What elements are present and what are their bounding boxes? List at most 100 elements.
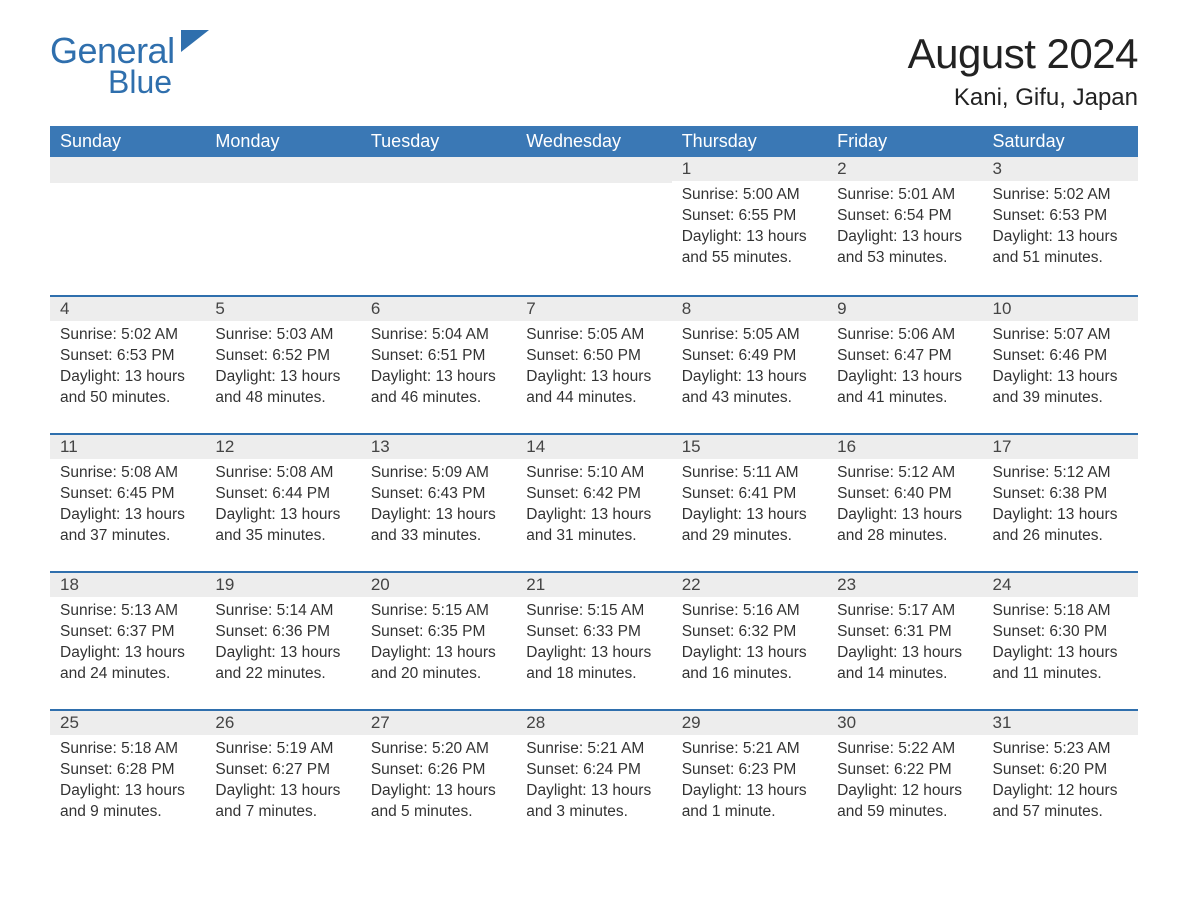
sunrise-text: Sunrise: 5:00 AM <box>682 185 817 206</box>
day-content: Sunrise: 5:18 AMSunset: 6:30 PMDaylight:… <box>983 597 1138 691</box>
sunrise-text: Sunrise: 5:14 AM <box>215 601 350 622</box>
day-number: 7 <box>516 295 671 321</box>
daylight-text: Daylight: 13 hours and 31 minutes. <box>526 505 661 547</box>
daylight-text: Daylight: 12 hours and 59 minutes. <box>837 781 972 823</box>
sunrise-text: Sunrise: 5:12 AM <box>837 463 972 484</box>
sunset-text: Sunset: 6:26 PM <box>371 760 506 781</box>
sunrise-text: Sunrise: 5:12 AM <box>993 463 1128 484</box>
sunset-text: Sunset: 6:42 PM <box>526 484 661 505</box>
day-number: 2 <box>827 157 982 181</box>
day-cell: 10Sunrise: 5:07 AMSunset: 6:46 PMDayligh… <box>983 295 1138 433</box>
daylight-text: Daylight: 13 hours and 11 minutes. <box>993 643 1128 685</box>
daylight-text: Daylight: 13 hours and 46 minutes. <box>371 367 506 409</box>
day-content: Sunrise: 5:04 AMSunset: 6:51 PMDaylight:… <box>361 321 516 415</box>
sunrise-text: Sunrise: 5:02 AM <box>60 325 195 346</box>
sunset-text: Sunset: 6:24 PM <box>526 760 661 781</box>
sunset-text: Sunset: 6:45 PM <box>60 484 195 505</box>
day-cell: 15Sunrise: 5:11 AMSunset: 6:41 PMDayligh… <box>672 433 827 571</box>
day-content: Sunrise: 5:21 AMSunset: 6:24 PMDaylight:… <box>516 735 671 829</box>
daylight-text: Daylight: 13 hours and 14 minutes. <box>837 643 972 685</box>
sunset-text: Sunset: 6:51 PM <box>371 346 506 367</box>
sunrise-text: Sunrise: 5:07 AM <box>993 325 1128 346</box>
brand-triangle-icon <box>181 30 209 52</box>
day-number: 15 <box>672 433 827 459</box>
day-number: 24 <box>983 571 1138 597</box>
sunrise-text: Sunrise: 5:17 AM <box>837 601 972 622</box>
sunset-text: Sunset: 6:37 PM <box>60 622 195 643</box>
daylight-text: Daylight: 13 hours and 28 minutes. <box>837 505 972 547</box>
sunrise-text: Sunrise: 5:05 AM <box>682 325 817 346</box>
day-number: 22 <box>672 571 827 597</box>
sunset-text: Sunset: 6:20 PM <box>993 760 1128 781</box>
sunset-text: Sunset: 6:50 PM <box>526 346 661 367</box>
day-number: 8 <box>672 295 827 321</box>
day-content: Sunrise: 5:18 AMSunset: 6:28 PMDaylight:… <box>50 735 205 829</box>
location-text: Kani, Gifu, Japan <box>908 84 1138 112</box>
sunset-text: Sunset: 6:23 PM <box>682 760 817 781</box>
day-cell: 18Sunrise: 5:13 AMSunset: 6:37 PMDayligh… <box>50 571 205 709</box>
day-cell: 19Sunrise: 5:14 AMSunset: 6:36 PMDayligh… <box>205 571 360 709</box>
sunrise-text: Sunrise: 5:02 AM <box>993 185 1128 206</box>
daylight-text: Daylight: 13 hours and 5 minutes. <box>371 781 506 823</box>
week-row: 11Sunrise: 5:08 AMSunset: 6:45 PMDayligh… <box>50 433 1138 571</box>
sunset-text: Sunset: 6:38 PM <box>993 484 1128 505</box>
day-cell: 20Sunrise: 5:15 AMSunset: 6:35 PMDayligh… <box>361 571 516 709</box>
day-cell: 7 Sunrise: 5:05 AMSunset: 6:50 PMDaylight… <box>516 295 671 433</box>
day-number: 12 <box>205 433 360 459</box>
sunrise-text: Sunrise: 5:09 AM <box>371 463 506 484</box>
day-content: Sunrise: 5:10 AMSunset: 6:42 PMDaylight:… <box>516 459 671 553</box>
day-content: Sunrise: 5:23 AMSunset: 6:20 PMDaylight:… <box>983 735 1138 829</box>
sunset-text: Sunset: 6:47 PM <box>837 346 972 367</box>
sunset-text: Sunset: 6:46 PM <box>993 346 1128 367</box>
sunrise-text: Sunrise: 5:03 AM <box>215 325 350 346</box>
daylight-text: Daylight: 13 hours and 51 minutes. <box>993 227 1128 269</box>
dayhead-wednesday: Wednesday <box>516 126 671 157</box>
day-cell: 22Sunrise: 5:16 AMSunset: 6:32 PMDayligh… <box>672 571 827 709</box>
day-content: Sunrise: 5:03 AMSunset: 6:52 PMDaylight:… <box>205 321 360 415</box>
day-number: 30 <box>827 709 982 735</box>
sunset-text: Sunset: 6:53 PM <box>60 346 195 367</box>
day-cell <box>361 157 516 295</box>
day-cell: 4Sunrise: 5:02 AMSunset: 6:53 PMDaylight… <box>50 295 205 433</box>
day-number: 4 <box>50 295 205 321</box>
daylight-text: Daylight: 13 hours and 44 minutes. <box>526 367 661 409</box>
day-cell: 30Sunrise: 5:22 AMSunset: 6:22 PMDayligh… <box>827 709 982 847</box>
sunrise-text: Sunrise: 5:16 AM <box>682 601 817 622</box>
sunrise-text: Sunrise: 5:23 AM <box>993 739 1128 760</box>
day-number: 11 <box>50 433 205 459</box>
sunset-text: Sunset: 6:27 PM <box>215 760 350 781</box>
day-cell: 8Sunrise: 5:05 AMSunset: 6:49 PMDaylight… <box>672 295 827 433</box>
daylight-text: Daylight: 13 hours and 39 minutes. <box>993 367 1128 409</box>
sunset-text: Sunset: 6:41 PM <box>682 484 817 505</box>
day-cell: 6Sunrise: 5:04 AMSunset: 6:51 PMDaylight… <box>361 295 516 433</box>
day-content: Sunrise: 5:22 AMSunset: 6:22 PMDaylight:… <box>827 735 982 829</box>
sunset-text: Sunset: 6:22 PM <box>837 760 972 781</box>
day-number: 5 <box>205 295 360 321</box>
day-number: 3 <box>983 157 1138 181</box>
day-number <box>205 157 360 183</box>
day-content: Sunrise: 5:15 AMSunset: 6:35 PMDaylight:… <box>361 597 516 691</box>
day-cell: 1Sunrise: 5:00 AMSunset: 6:55 PMDaylight… <box>672 157 827 295</box>
day-content: Sunrise: 5:14 AMSunset: 6:36 PMDaylight:… <box>205 597 360 691</box>
daylight-text: Daylight: 13 hours and 18 minutes. <box>526 643 661 685</box>
day-number: 19 <box>205 571 360 597</box>
day-cell: 29Sunrise: 5:21 AMSunset: 6:23 PMDayligh… <box>672 709 827 847</box>
sunset-text: Sunset: 6:49 PM <box>682 346 817 367</box>
day-cell: 3 Sunrise: 5:02 AMSunset: 6:53 PMDaylight… <box>983 157 1138 295</box>
daylight-text: Daylight: 13 hours and 20 minutes. <box>371 643 506 685</box>
day-content: Sunrise: 5:08 AMSunset: 6:45 PMDaylight:… <box>50 459 205 553</box>
day-number: 26 <box>205 709 360 735</box>
day-number: 17 <box>983 433 1138 459</box>
daylight-text: Daylight: 13 hours and 1 minute. <box>682 781 817 823</box>
dayhead-thursday: Thursday <box>672 126 827 157</box>
day-cell: 23Sunrise: 5:17 AMSunset: 6:31 PMDayligh… <box>827 571 982 709</box>
sunset-text: Sunset: 6:53 PM <box>993 206 1128 227</box>
sunrise-text: Sunrise: 5:01 AM <box>837 185 972 206</box>
sunrise-text: Sunrise: 5:05 AM <box>526 325 661 346</box>
day-number: 14 <box>516 433 671 459</box>
day-content: Sunrise: 5:02 AMSunset: 6:53 PMDaylight:… <box>50 321 205 415</box>
daylight-text: Daylight: 13 hours and 53 minutes. <box>837 227 972 269</box>
sunrise-text: Sunrise: 5:15 AM <box>526 601 661 622</box>
sunrise-text: Sunrise: 5:06 AM <box>837 325 972 346</box>
day-number: 27 <box>361 709 516 735</box>
